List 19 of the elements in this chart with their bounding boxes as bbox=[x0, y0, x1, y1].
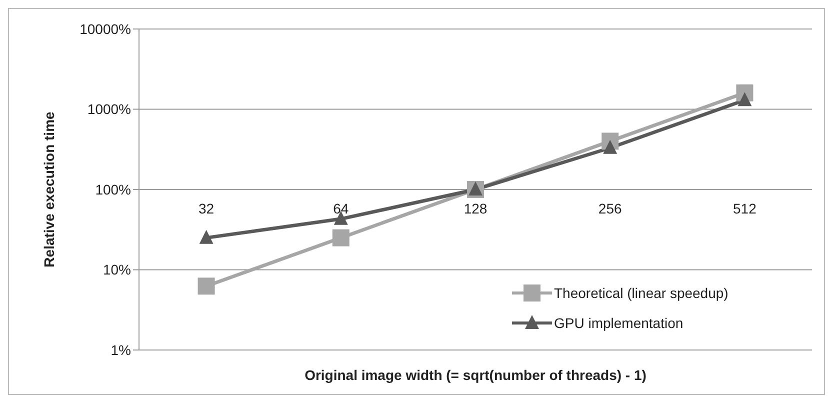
point bbox=[738, 92, 752, 106]
y-tick-label: 1000% bbox=[87, 101, 131, 118]
legend-label: Theoretical (linear speedup) bbox=[554, 285, 728, 301]
y-tick-label: 1% bbox=[110, 342, 131, 358]
y-axis-title: Relative execution time bbox=[40, 111, 57, 268]
y-tick-label: 100% bbox=[95, 181, 131, 198]
point bbox=[199, 230, 214, 244]
x-axis-title: Original image width (= sqrt(number of threads) - 1) bbox=[304, 367, 646, 383]
y-tick-label: 10000% bbox=[80, 20, 131, 37]
x-tick-label: 256 bbox=[598, 200, 622, 216]
point bbox=[603, 140, 618, 154]
x-tick-label: 64 bbox=[333, 200, 349, 216]
legend-label: GPU implementation bbox=[554, 315, 684, 331]
y-tick-label: 10% bbox=[102, 262, 131, 278]
point bbox=[332, 229, 350, 246]
x-tick-label: 128 bbox=[464, 200, 488, 216]
x-tick-label: 32 bbox=[198, 200, 214, 216]
point bbox=[198, 278, 215, 295]
x-tick-label: 512 bbox=[733, 200, 757, 216]
